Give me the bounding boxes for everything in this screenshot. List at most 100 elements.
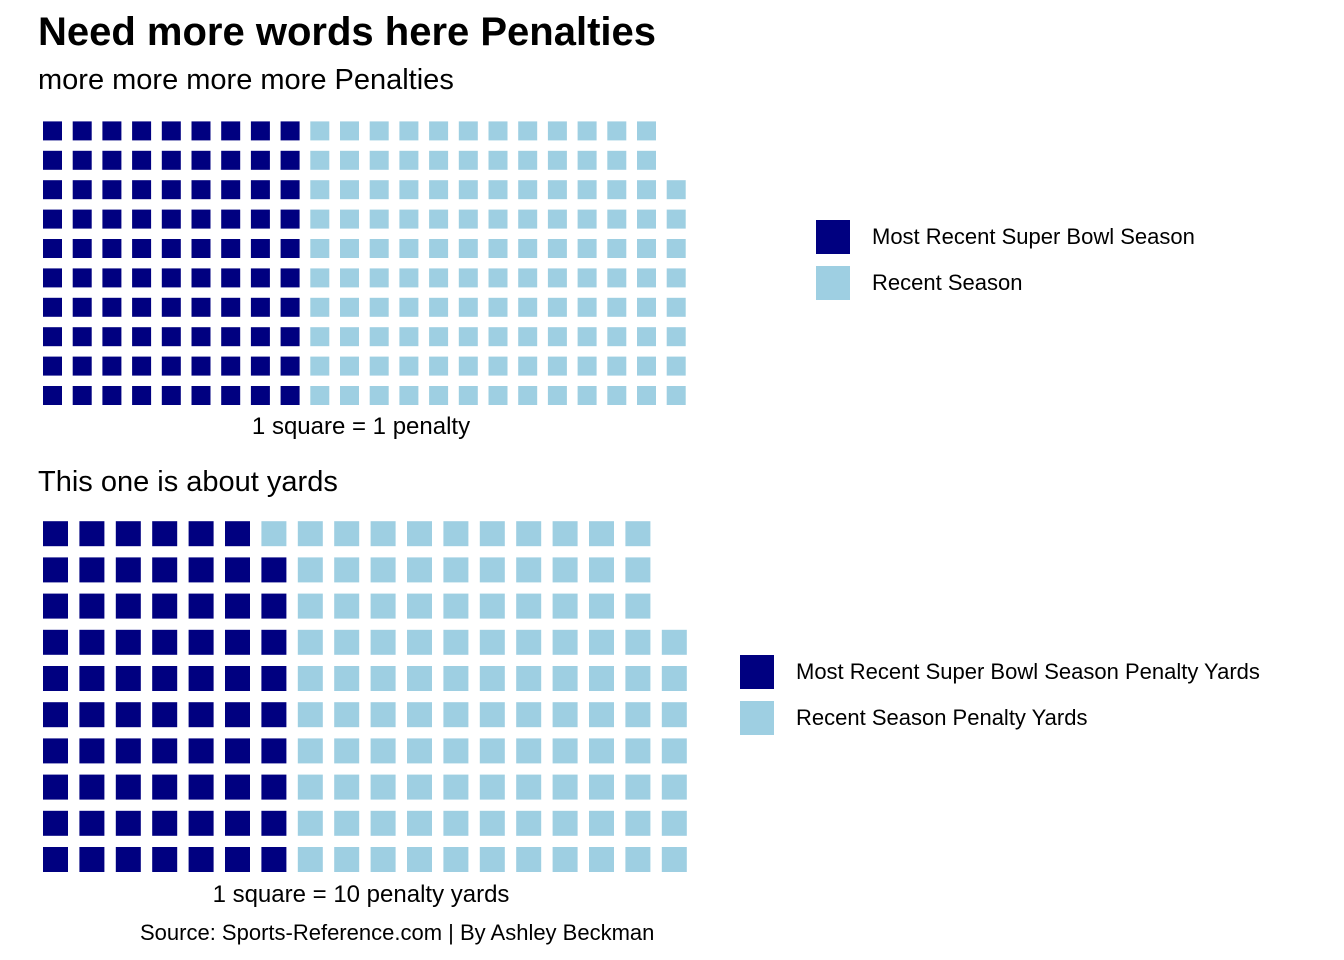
waffle-square bbox=[625, 702, 651, 728]
waffle-square bbox=[72, 327, 92, 347]
waffle-square bbox=[488, 297, 508, 317]
waffle-square bbox=[589, 629, 614, 655]
waffle-square bbox=[161, 297, 181, 317]
waffle-square bbox=[297, 557, 323, 583]
waffle-square bbox=[225, 847, 250, 872]
chart-1-caption: 1 square = 1 penalty bbox=[251, 413, 471, 440]
waffle-square bbox=[102, 327, 122, 347]
waffle-square bbox=[102, 150, 122, 170]
waffle-square bbox=[479, 521, 505, 547]
waffle-square bbox=[188, 629, 214, 655]
waffle-square bbox=[552, 593, 578, 619]
waffle-square bbox=[225, 666, 250, 691]
waffle-square bbox=[191, 356, 211, 376]
waffle-square bbox=[340, 268, 359, 288]
waffle-square bbox=[43, 521, 68, 547]
waffle-square bbox=[102, 209, 122, 229]
waffle-square bbox=[43, 327, 62, 347]
waffle-square bbox=[43, 268, 62, 288]
waffle-square bbox=[518, 327, 538, 347]
waffle-square bbox=[43, 386, 62, 405]
waffle-square bbox=[191, 239, 211, 258]
waffle-square bbox=[637, 180, 656, 200]
chart-2-legend: Most Recent Super Bowl Season Penalty Ya… bbox=[740, 649, 1260, 741]
waffle-square bbox=[577, 386, 597, 405]
waffle-square bbox=[297, 702, 323, 728]
waffle-square bbox=[666, 386, 686, 405]
waffle-square bbox=[589, 521, 614, 547]
waffle-square bbox=[370, 847, 396, 872]
waffle-square bbox=[72, 386, 92, 405]
waffle-square bbox=[132, 180, 152, 200]
waffle-square bbox=[458, 297, 478, 317]
waffle-square bbox=[429, 327, 449, 347]
waffle-square bbox=[225, 557, 250, 583]
waffle-square bbox=[407, 738, 432, 764]
waffle-square bbox=[516, 521, 542, 547]
waffle-square bbox=[407, 774, 432, 800]
waffle-square bbox=[115, 702, 141, 728]
waffle-square bbox=[280, 209, 300, 229]
waffle-square bbox=[334, 557, 360, 583]
waffle-square bbox=[310, 297, 330, 317]
waffle-square bbox=[518, 180, 538, 200]
waffle-square bbox=[399, 268, 419, 288]
waffle-square bbox=[152, 774, 178, 800]
waffle-square bbox=[310, 327, 330, 347]
waffle-square bbox=[429, 209, 449, 229]
waffle-square bbox=[479, 666, 505, 691]
waffle-square bbox=[625, 629, 651, 655]
waffle-square bbox=[607, 356, 627, 376]
waffle-square bbox=[43, 629, 68, 655]
waffle-square bbox=[399, 209, 419, 229]
waffle-square bbox=[191, 209, 211, 229]
waffle-square bbox=[488, 386, 508, 405]
waffle-square bbox=[161, 150, 181, 170]
chart-2-subtitle: This one is about yards bbox=[38, 466, 338, 498]
waffle-square bbox=[370, 521, 396, 547]
waffle-square bbox=[261, 557, 287, 583]
waffle-square bbox=[479, 738, 505, 764]
waffle-square bbox=[488, 180, 508, 200]
waffle-square bbox=[280, 180, 300, 200]
waffle-square bbox=[661, 847, 687, 872]
waffle-square bbox=[115, 738, 141, 764]
waffle-square bbox=[191, 386, 211, 405]
waffle-square bbox=[407, 847, 432, 872]
waffle-square bbox=[261, 774, 287, 800]
waffle-square bbox=[334, 629, 360, 655]
waffle-square bbox=[399, 386, 419, 405]
waffle-square bbox=[115, 847, 141, 872]
waffle-square bbox=[297, 847, 323, 872]
waffle-square bbox=[637, 297, 656, 317]
waffle-square bbox=[577, 150, 597, 170]
waffle-square bbox=[340, 239, 359, 258]
waffle-square bbox=[188, 847, 214, 872]
waffle-square bbox=[132, 297, 152, 317]
waffle-square bbox=[443, 702, 469, 728]
waffle-square bbox=[577, 356, 597, 376]
waffle-square bbox=[637, 327, 656, 347]
waffle-square bbox=[340, 209, 359, 229]
waffle-square bbox=[132, 239, 152, 258]
waffle-square bbox=[334, 666, 360, 691]
waffle-square bbox=[637, 150, 656, 170]
waffle-square bbox=[43, 666, 68, 691]
waffle-square bbox=[516, 702, 542, 728]
waffle-square bbox=[458, 356, 478, 376]
waffle-square bbox=[370, 557, 396, 583]
waffle-square bbox=[552, 666, 578, 691]
waffle-square bbox=[297, 593, 323, 619]
waffle-square bbox=[589, 847, 614, 872]
waffle-square bbox=[72, 121, 92, 141]
waffle-square bbox=[152, 810, 178, 836]
waffle-square bbox=[607, 150, 627, 170]
waffle-square bbox=[188, 521, 214, 547]
waffle-square bbox=[607, 239, 627, 258]
waffle-square bbox=[225, 702, 250, 728]
waffle-square bbox=[607, 386, 627, 405]
waffle-square bbox=[589, 702, 614, 728]
waffle-square bbox=[488, 327, 508, 347]
waffle-square bbox=[637, 356, 656, 376]
